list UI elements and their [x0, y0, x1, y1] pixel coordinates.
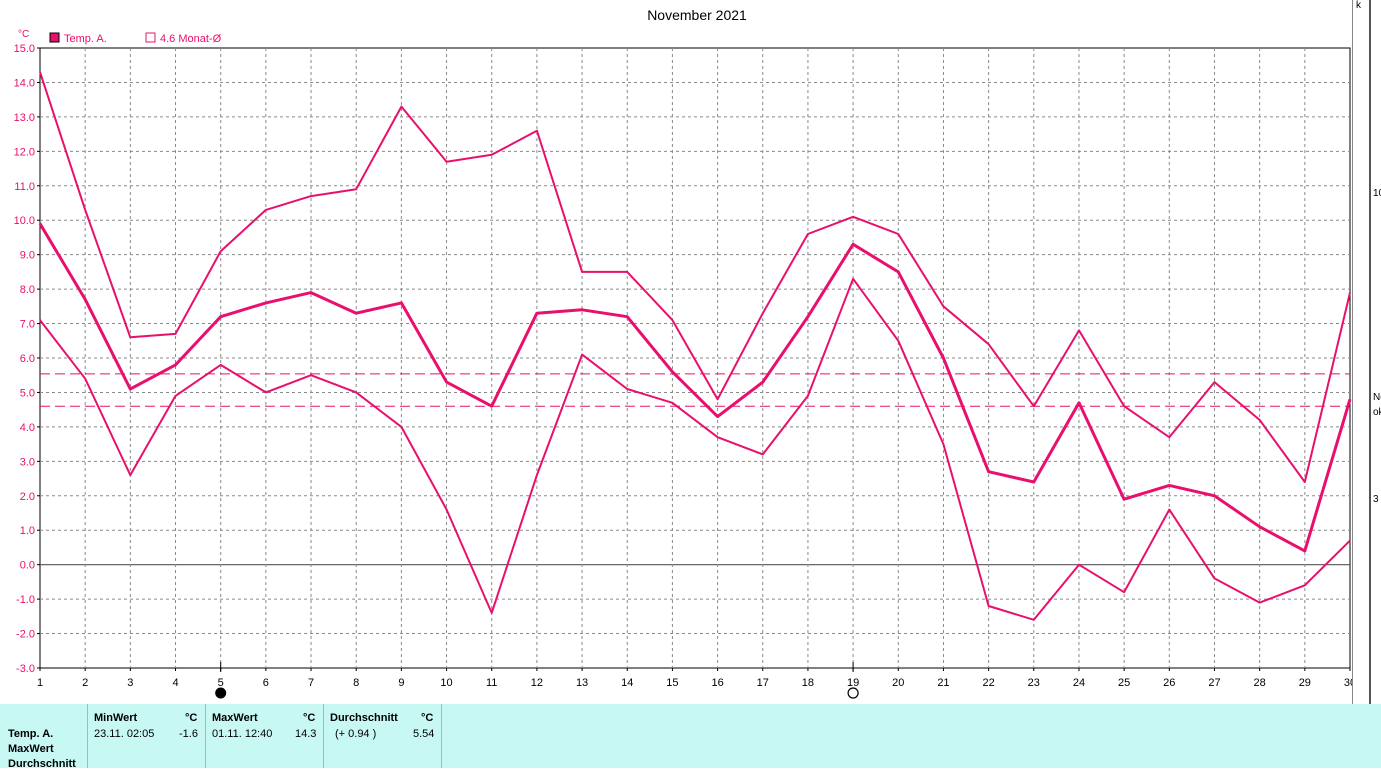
- avg-header: Durchschnitt: [330, 712, 398, 724]
- edge-text-2: 10: [1373, 188, 1381, 199]
- x-tick-label: 3: [127, 677, 133, 689]
- legend-swatch: [145, 32, 156, 43]
- right-window-edge: k 10 Ne ok 3: [1352, 0, 1381, 704]
- x-tick-label: 24: [1073, 677, 1085, 689]
- y-tick-label: 8.0: [20, 284, 35, 296]
- x-tick-label: 16: [711, 677, 723, 689]
- y-tick-label: 11.0: [14, 181, 35, 193]
- x-tick-label: 12: [531, 677, 543, 689]
- chart-title: November 2021: [647, 7, 747, 23]
- x-tick-label: 4: [172, 677, 178, 689]
- y-tick-label: 14.0: [14, 77, 35, 89]
- edge-text-1: k: [1356, 0, 1361, 11]
- y-tick-label: 3.0: [20, 456, 35, 468]
- x-tick-label: 15: [666, 677, 678, 689]
- avg-column: Durchschnitt °C (+ 0.94 ) 5.54: [323, 704, 442, 768]
- y-tick-label: 5.0: [20, 387, 35, 399]
- row-label-avg: Durchschnitt: [8, 758, 76, 770]
- x-tick-label: 27: [1208, 677, 1220, 689]
- edge-text-4: ok: [1373, 407, 1381, 418]
- x-tick-label: 1: [37, 677, 43, 689]
- y-tick-label: 1.0: [20, 525, 35, 537]
- row-label-max: MaxWert: [8, 743, 54, 755]
- y-tick-label: -3.0: [16, 663, 35, 675]
- series-line-mean: [38, 222, 1352, 553]
- x-tick-label: 22: [982, 677, 994, 689]
- avg-value: 5.54: [413, 728, 435, 740]
- y-tick-label: 6.0: [20, 353, 35, 365]
- y-tick-label: 9.0: [20, 250, 35, 262]
- min-column: MinWert °C 23.11. 02:05 -1.6: [87, 704, 206, 768]
- y-unit-label: °C: [18, 29, 29, 40]
- x-tick-label: 26: [1163, 677, 1175, 689]
- x-tick-label: 30: [1344, 677, 1352, 689]
- x-tick-label: 23: [1028, 677, 1040, 689]
- edge-text-5: 3: [1373, 494, 1379, 505]
- min-header: MinWert: [94, 712, 138, 724]
- x-tick-label: 6: [263, 677, 269, 689]
- legend-label: Temp. A.: [64, 33, 107, 45]
- x-tick-label: 13: [576, 677, 588, 689]
- x-tick-label: 11: [486, 677, 497, 689]
- x-tick-label: 28: [1254, 677, 1266, 689]
- y-tick-label: -1.0: [16, 594, 35, 606]
- min-time: 23.11. 02:05: [94, 728, 155, 740]
- x-tick-label: 20: [892, 677, 904, 689]
- x-tick-label: 29: [1299, 677, 1311, 689]
- x-tick-label: 8: [353, 677, 359, 689]
- y-tick-label: 0.0: [20, 560, 35, 572]
- y-tick-label: 13.0: [14, 112, 35, 124]
- y-tick-label: 4.0: [20, 422, 35, 434]
- x-tick-label: 25: [1118, 677, 1130, 689]
- max-column: MaxWert °C 01.11. 12:40 14.3: [205, 704, 324, 768]
- y-tick-label: 10.0: [14, 215, 35, 227]
- x-tick-label: 21: [937, 677, 949, 689]
- max-value: 14.3: [295, 728, 317, 740]
- x-tick-label: 19: [847, 677, 859, 689]
- max-unit: °C: [303, 712, 316, 724]
- x-tick-label: 5: [218, 677, 224, 689]
- y-tick-label: 15.0: [14, 43, 35, 55]
- avg-delta: (+ 0.94 ): [335, 728, 377, 740]
- edge-text-3: Ne: [1373, 392, 1381, 403]
- temperature-chart: -3.0 -2.0 -1.0 0.0 1.0 2.0 3.0 4.0 5.0 6.0 7.0 8.0 9…: [14, 7, 1352, 699]
- legend-label: 4.6 Monat-Ø: [160, 33, 222, 45]
- x-tick-label: 10: [440, 677, 452, 689]
- min-unit: °C: [185, 712, 198, 724]
- window-divider[interactable]: [1369, 0, 1371, 704]
- x-tick-label: 18: [802, 677, 814, 689]
- x-tick-label: 2: [82, 677, 88, 689]
- avg-unit: °C: [421, 712, 434, 724]
- new-moon-icon: [215, 687, 227, 699]
- statistics-panel: Temp. A. MaxWert Durchschnitt MinWert °C…: [0, 704, 1381, 770]
- y-tick-label: 2.0: [20, 491, 35, 503]
- x-tick-label: 7: [308, 677, 314, 689]
- row-labels-column: Temp. A. MaxWert Durchschnitt: [0, 704, 88, 770]
- y-tick-label: -2.0: [16, 629, 35, 641]
- x-tick-label: 14: [621, 677, 633, 689]
- min-value: -1.6: [179, 728, 198, 740]
- series-line-max: [39, 71, 1351, 483]
- x-tick-label: 9: [398, 677, 404, 689]
- x-tick-label: 17: [757, 677, 769, 689]
- max-time: 01.11. 12:40: [212, 728, 273, 740]
- y-tick-label: 12.0: [14, 146, 35, 158]
- series-line-min: [39, 277, 1351, 621]
- legend-swatch: [49, 32, 60, 43]
- full-moon-icon: [847, 687, 859, 699]
- max-header: MaxWert: [212, 712, 258, 724]
- y-tick-label: 7.0: [20, 319, 35, 331]
- row-label-temp: Temp. A.: [8, 728, 54, 740]
